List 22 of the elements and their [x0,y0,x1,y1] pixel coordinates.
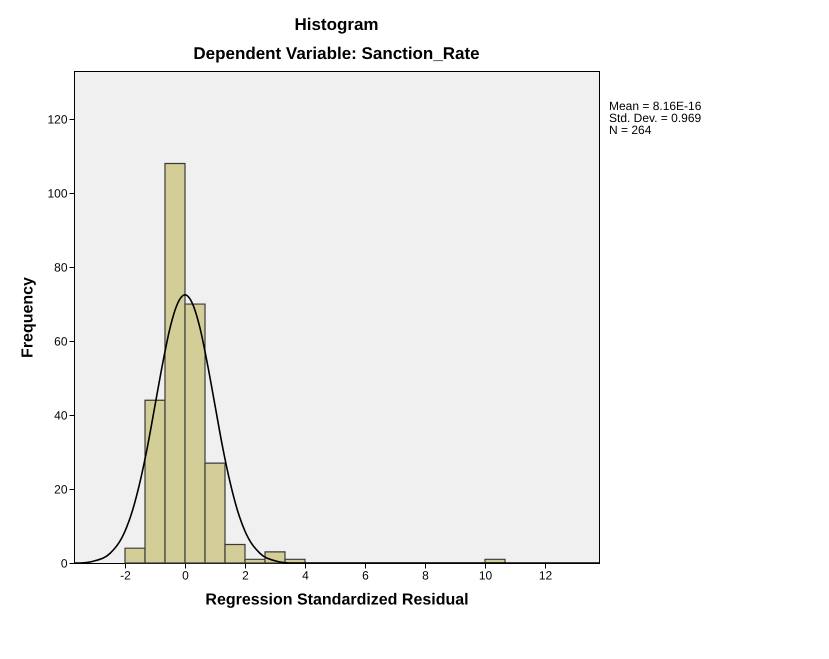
y-tick-label: 100 [47,186,68,201]
x-tick-label: 8 [422,568,430,582]
y-tick-label: 80 [54,260,68,275]
x-tick-label: 12 [538,568,552,582]
y-tick-label: 20 [54,482,68,497]
x-tick-label: 4 [302,568,310,582]
y-axis-title: Frequency [19,276,36,358]
y-tick-label: 40 [54,408,68,423]
text: N = 264 [609,123,652,137]
x-tick-label: -2 [120,568,132,582]
y-tick-label: 0 [60,556,68,570]
x-tick-label: 2 [242,568,250,582]
x-axis-title: Regression Standardized Residual [205,592,469,608]
text: Std. Dev. = 0.969 [609,111,702,125]
chart-title: Histogram [294,15,379,34]
y-tick-label: 120 [47,112,68,127]
chart-subtitle: Dependent Variable: Sanction_Rate [193,44,480,63]
x-tick-label: 6 [362,568,370,582]
x-tick-label: 10 [478,568,492,582]
text: Mean = 8.16E-16 [609,99,702,113]
y-tick-label: 60 [54,334,68,349]
x-tick-label: 0 [182,568,190,582]
